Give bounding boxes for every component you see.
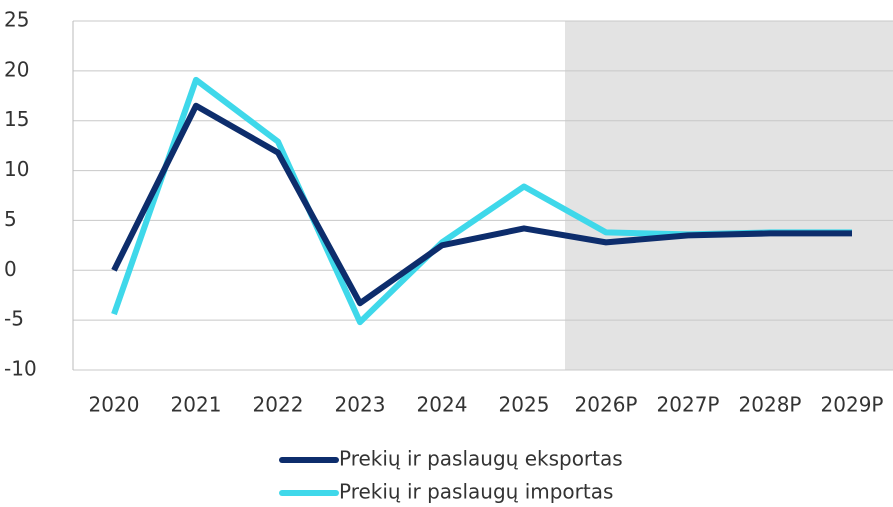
x-tick-label: 2020 bbox=[89, 393, 140, 417]
y-tick-label: 20 bbox=[4, 57, 29, 81]
forecast-shade bbox=[565, 21, 893, 370]
legend-label: Prekių ir paslaugų eksportas bbox=[339, 447, 623, 471]
x-tick-label: 2025 bbox=[499, 393, 550, 417]
x-tick-label: 2022 bbox=[253, 393, 304, 417]
y-tick-label: 10 bbox=[4, 157, 29, 181]
y-tick-label: 0 bbox=[4, 257, 17, 281]
y-tick-label: 15 bbox=[4, 107, 29, 131]
y-tick-label: 5 bbox=[4, 207, 17, 231]
y-tick-label: 25 bbox=[4, 8, 29, 32]
x-tick-label: 2027P bbox=[657, 393, 720, 417]
y-tick-label: -10 bbox=[4, 357, 37, 381]
x-tick-label: 2026P bbox=[575, 393, 638, 417]
y-tick-label: -5 bbox=[4, 307, 24, 331]
x-tick-label: 2021 bbox=[171, 393, 222, 417]
x-tick-label: 2028P bbox=[739, 393, 802, 417]
legend-label: Prekių ir paslaugų importas bbox=[339, 480, 613, 504]
x-tick-label: 2023 bbox=[335, 393, 386, 417]
x-tick-label: 2029P bbox=[821, 393, 884, 417]
line-series bbox=[111, 102, 852, 307]
x-tick-label: 2024 bbox=[417, 393, 468, 417]
